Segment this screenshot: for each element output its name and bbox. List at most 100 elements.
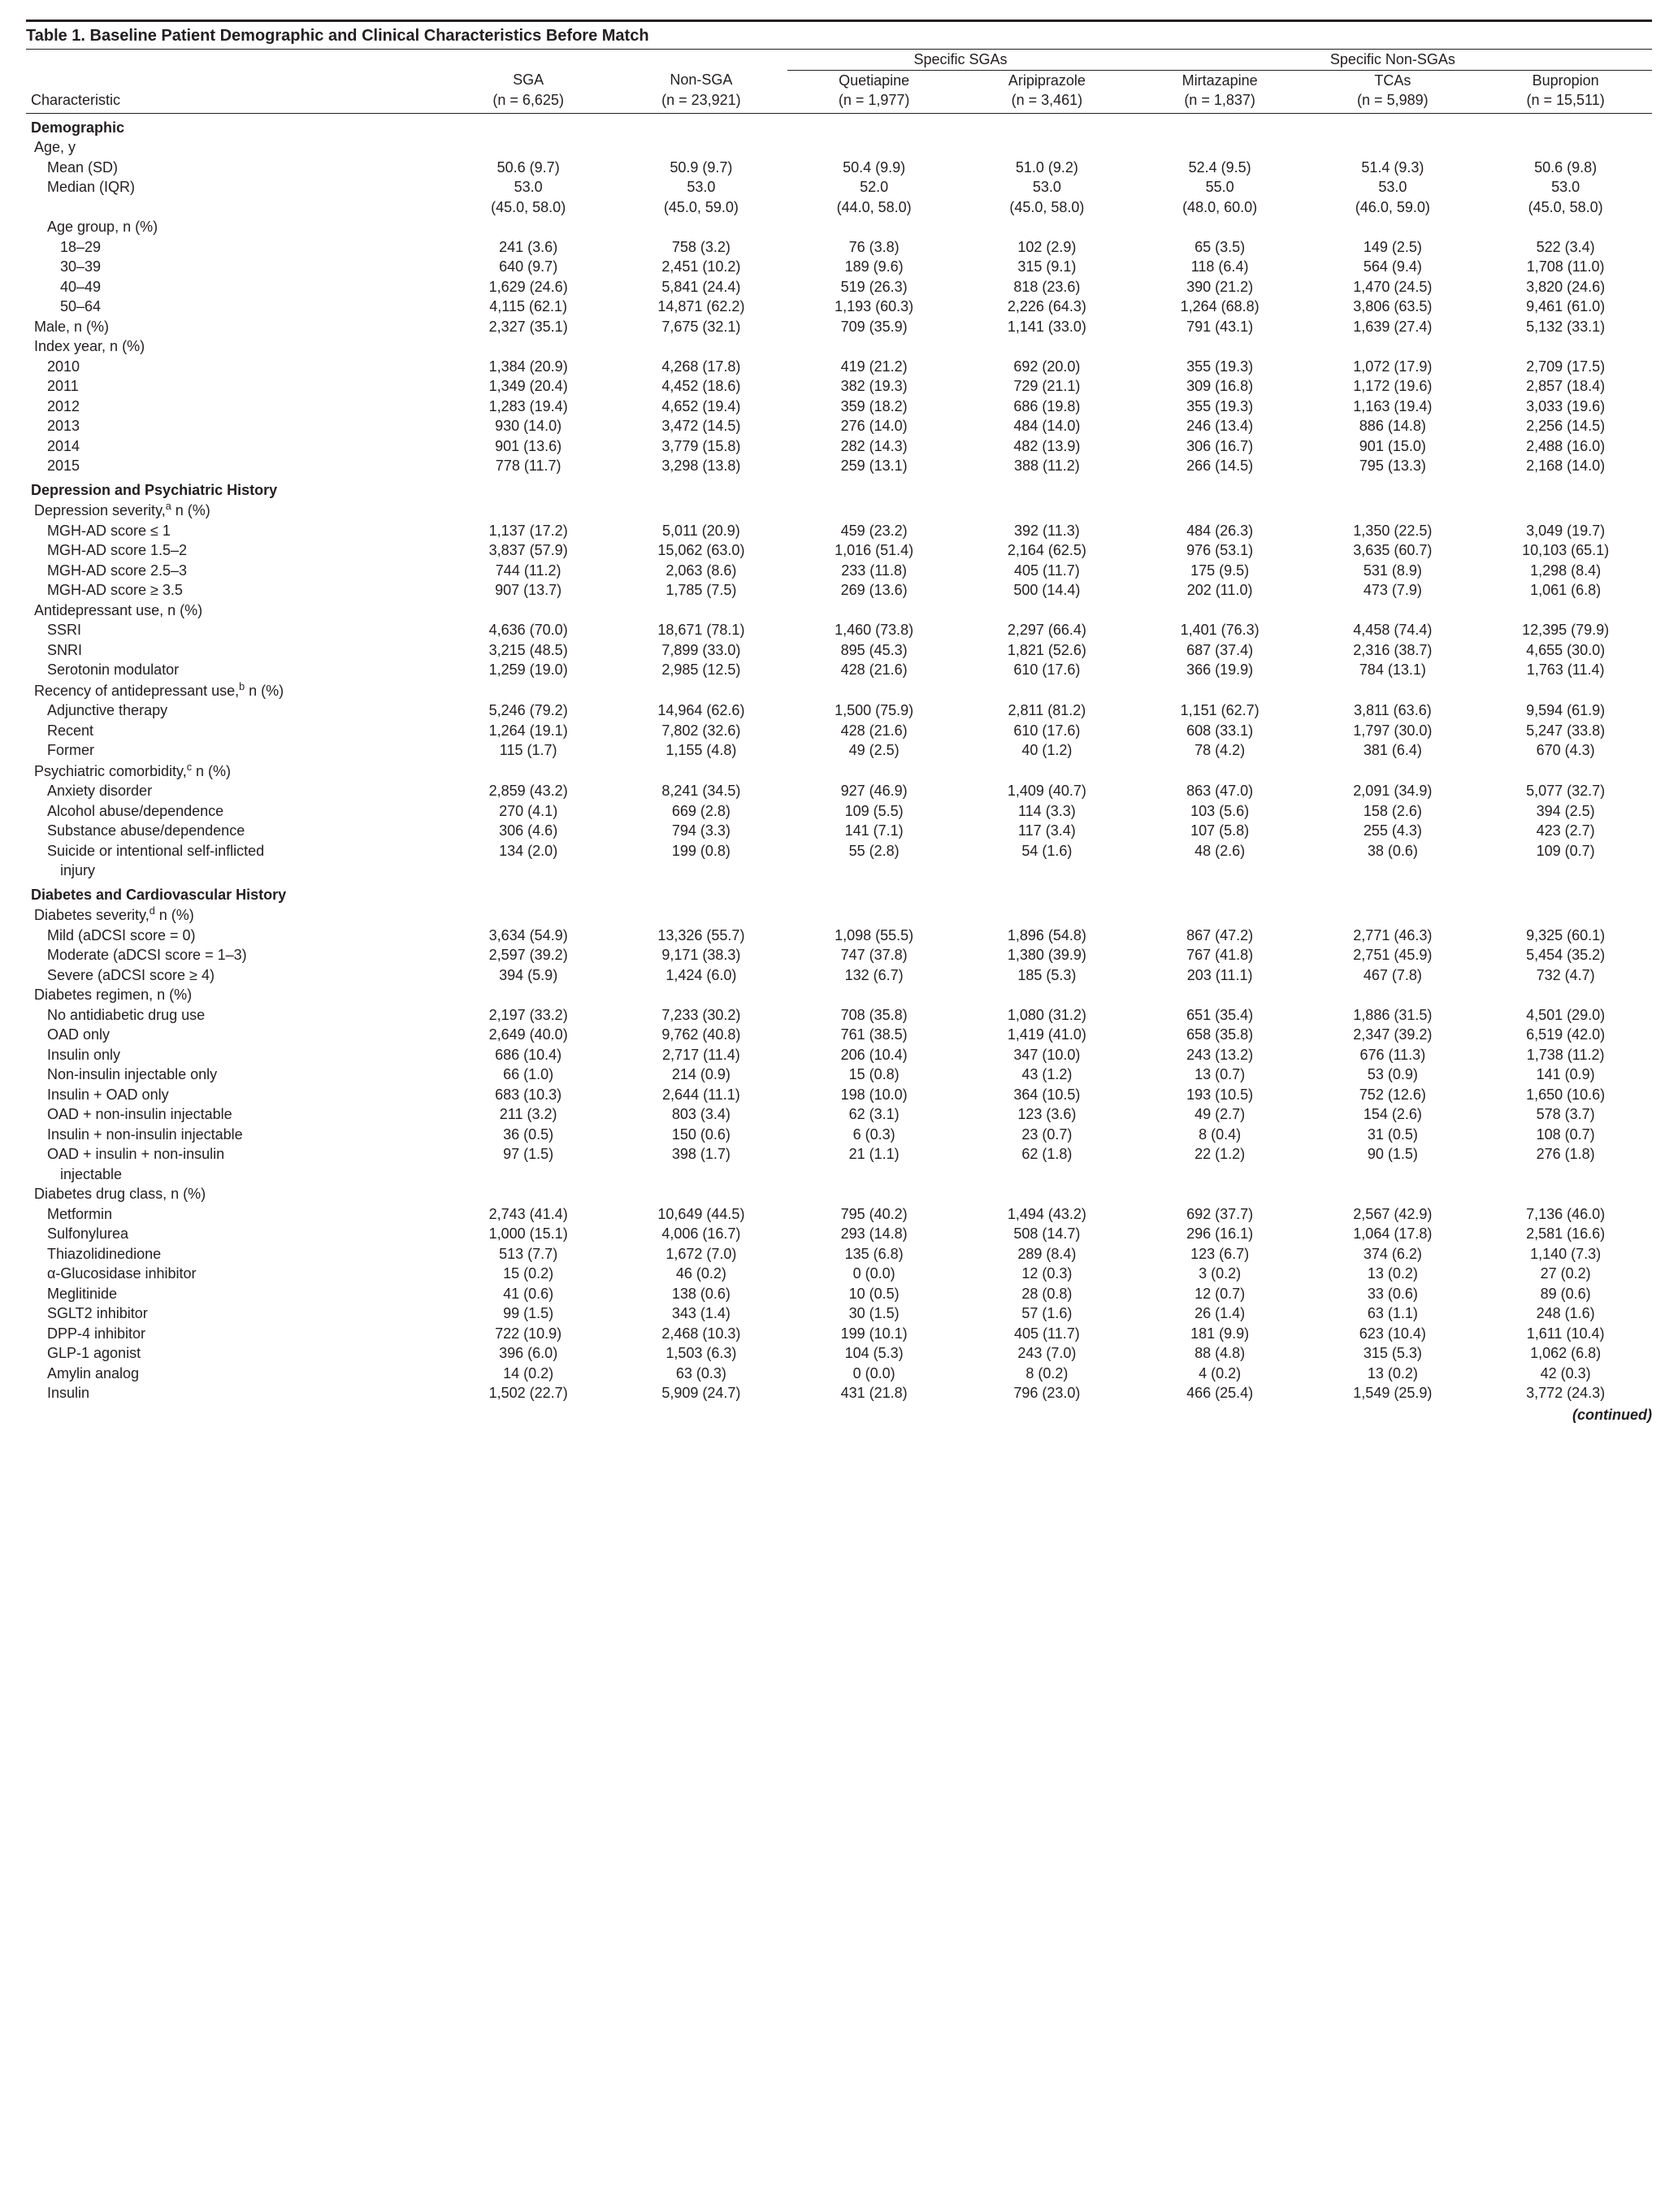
table-cell: 199 (10.1) bbox=[787, 1324, 960, 1344]
row-label: SSRI bbox=[26, 620, 442, 640]
table-cell: 5,909 (24.7) bbox=[615, 1383, 788, 1403]
table-cell: 382 (19.3) bbox=[787, 376, 960, 397]
table-row: Amylin analog14 (0.2)63 (0.3)0 (0.0)8 (0… bbox=[26, 1364, 1652, 1384]
table-cell: 3 (0.2) bbox=[1134, 1264, 1307, 1284]
row-label: 18–29 bbox=[26, 237, 442, 258]
table-cell: 3,215 (48.5) bbox=[442, 640, 615, 661]
table-cell: (44.0, 58.0) bbox=[787, 197, 960, 218]
table-cell: 676 (11.3) bbox=[1306, 1045, 1479, 1065]
row-label: Mild (aDCSI score = 0) bbox=[26, 926, 442, 946]
table-row: Anxiety disorder2,859 (43.2)8,241 (34.5)… bbox=[26, 781, 1652, 801]
table-cell: 7,899 (33.0) bbox=[615, 640, 788, 661]
table-cell: 52.4 (9.5) bbox=[1134, 158, 1307, 178]
table-cell: 53.0 bbox=[442, 177, 615, 197]
table-row: OAD only2,649 (40.0)9,762 (40.8)761 (38.… bbox=[26, 1025, 1652, 1045]
table-cell: 867 (47.2) bbox=[1134, 926, 1307, 946]
table-cell: 62 (3.1) bbox=[787, 1104, 960, 1125]
row-label: Insulin only bbox=[26, 1045, 442, 1065]
table-cell: 428 (21.6) bbox=[787, 721, 960, 741]
table-cell: 185 (5.3) bbox=[960, 965, 1134, 986]
table-cell: 3,806 (63.5) bbox=[1306, 297, 1479, 317]
col-nonsga-n: (n = 23,921) bbox=[615, 90, 788, 113]
table-cell: 3,779 (15.8) bbox=[615, 436, 788, 457]
table-row: SGLT2 inhibitor99 (1.5)343 (1.4)30 (1.5)… bbox=[26, 1303, 1652, 1324]
table-cell: 9,461 (61.0) bbox=[1479, 297, 1652, 317]
table-cell: 10,649 (44.5) bbox=[615, 1204, 788, 1225]
table-cell: 1,500 (75.9) bbox=[787, 700, 960, 721]
table-cell: 1,460 (73.8) bbox=[787, 620, 960, 640]
row-label: Recent bbox=[26, 721, 442, 741]
table-cell: 2,597 (39.2) bbox=[442, 945, 615, 965]
table-cell: 3,772 (24.3) bbox=[1479, 1383, 1652, 1403]
table-cell: 2,168 (14.0) bbox=[1479, 456, 1652, 476]
table-row: Substance abuse/dependence306 (4.6)794 (… bbox=[26, 821, 1652, 841]
table-cell: 109 (0.7) bbox=[1479, 841, 1652, 861]
table-cell: 3,837 (57.9) bbox=[442, 540, 615, 561]
table-cell: 513 (7.7) bbox=[442, 1244, 615, 1264]
table-cell: 3,049 (19.7) bbox=[1479, 521, 1652, 541]
table-row: Male, n (%)2,327 (35.1)7,675 (32.1)709 (… bbox=[26, 317, 1652, 337]
table-cell: 49 (2.5) bbox=[787, 740, 960, 761]
row-label: Insulin bbox=[26, 1383, 442, 1403]
table-cell: 62 (1.8) bbox=[960, 1144, 1134, 1165]
table-cell: 2,649 (40.0) bbox=[442, 1025, 615, 1045]
col-mirt-n: (n = 1,837) bbox=[1134, 90, 1307, 113]
table-cell: 5,247 (33.8) bbox=[1479, 721, 1652, 741]
table-cell: 99 (1.5) bbox=[442, 1303, 615, 1324]
table-cell: 1,098 (55.5) bbox=[787, 926, 960, 946]
table-cell: 364 (10.5) bbox=[960, 1085, 1134, 1105]
table-cell: 202 (11.0) bbox=[1134, 580, 1307, 601]
table-cell: 3,635 (60.7) bbox=[1306, 540, 1479, 561]
table-cell: 669 (2.8) bbox=[615, 801, 788, 822]
table-cell: 2,488 (16.0) bbox=[1479, 436, 1652, 457]
table-cell: 708 (35.8) bbox=[787, 1005, 960, 1026]
table-cell: 9,594 (61.9) bbox=[1479, 700, 1652, 721]
row-label: MGH-AD score 2.5–3 bbox=[26, 561, 442, 581]
table-cell: 50.6 (9.8) bbox=[1479, 158, 1652, 178]
table-cell: 687 (37.4) bbox=[1134, 640, 1307, 661]
col-sga-n: (n = 6,625) bbox=[442, 90, 615, 113]
table-row: 18–29241 (3.6)758 (3.2)76 (3.8)102 (2.9)… bbox=[26, 237, 1652, 258]
table-cell: 692 (20.0) bbox=[960, 357, 1134, 377]
table-cell: 381 (6.4) bbox=[1306, 740, 1479, 761]
col-quetiapine: Quetiapine bbox=[787, 70, 960, 90]
table-cell: 134 (2.0) bbox=[442, 841, 615, 861]
table-cell: 2,164 (62.5) bbox=[960, 540, 1134, 561]
section-row: Demographic bbox=[26, 113, 1652, 137]
table-cell: 50.6 (9.7) bbox=[442, 158, 615, 178]
table-cell: 21 (1.1) bbox=[787, 1144, 960, 1165]
row-label: Alcohol abuse/dependence bbox=[26, 801, 442, 822]
table-cell: 2,581 (16.6) bbox=[1479, 1224, 1652, 1244]
table-cell: 752 (12.6) bbox=[1306, 1085, 1479, 1105]
table-cell: 927 (46.9) bbox=[787, 781, 960, 801]
spanner-nonsgas: Specific Non-SGAs bbox=[1134, 50, 1652, 70]
table-cell: 306 (4.6) bbox=[442, 821, 615, 841]
table-cell: 2,644 (11.1) bbox=[615, 1085, 788, 1105]
table-cell: 1,064 (17.8) bbox=[1306, 1224, 1479, 1244]
table-cell: 901 (15.0) bbox=[1306, 436, 1479, 457]
table-cell: 211 (3.2) bbox=[442, 1104, 615, 1125]
table-cell: 610 (17.6) bbox=[960, 721, 1134, 741]
table-cell: 118 (6.4) bbox=[1134, 257, 1307, 277]
table-row: Serotonin modulator1,259 (19.0)2,985 (12… bbox=[26, 660, 1652, 680]
table-cell: 930 (14.0) bbox=[442, 416, 615, 436]
table-cell: (45.0, 59.0) bbox=[615, 197, 788, 218]
col-quet-n: (n = 1,977) bbox=[787, 90, 960, 113]
table-cell: 46 (0.2) bbox=[615, 1264, 788, 1284]
table-row: Diabetes severity,d n (%) bbox=[26, 904, 1652, 926]
table-cell: 2,751 (45.9) bbox=[1306, 945, 1479, 965]
row-label: No antidiabetic drug use bbox=[26, 1005, 442, 1026]
table-row: Former115 (1.7)1,155 (4.8)49 (2.5)40 (1.… bbox=[26, 740, 1652, 761]
table-cell: 423 (2.7) bbox=[1479, 821, 1652, 841]
table-cell: 108 (0.7) bbox=[1479, 1125, 1652, 1145]
table-cell: 57 (1.6) bbox=[960, 1303, 1134, 1324]
table-cell: 255 (4.3) bbox=[1306, 821, 1479, 841]
table-cell: 2,091 (34.9) bbox=[1306, 781, 1479, 801]
table-cell: 1,424 (6.0) bbox=[615, 965, 788, 986]
table-cell: 53 (0.9) bbox=[1306, 1065, 1479, 1085]
table-cell: 4,115 (62.1) bbox=[442, 297, 615, 317]
row-label: Adjunctive therapy bbox=[26, 700, 442, 721]
table-cell: 3,033 (19.6) bbox=[1479, 397, 1652, 417]
col-bup-n: (n = 15,511) bbox=[1479, 90, 1652, 113]
table-cell: 4 (0.2) bbox=[1134, 1364, 1307, 1384]
